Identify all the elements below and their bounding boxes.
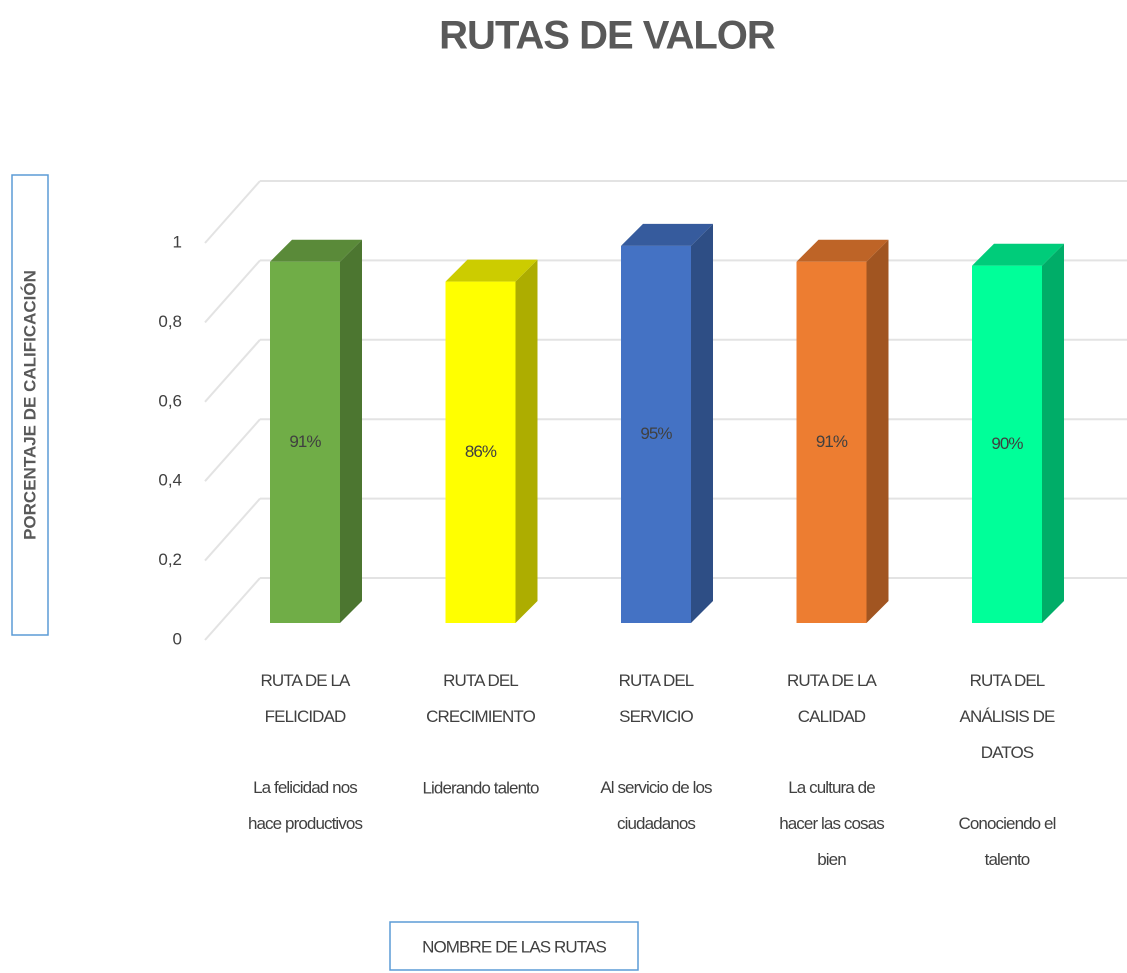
grid-line xyxy=(204,577,261,641)
x-tick-note: Al servicio de los ciudadanos xyxy=(600,778,712,833)
bar xyxy=(270,261,340,623)
bar-top xyxy=(621,223,713,246)
y-tick-label: 0,2 xyxy=(158,550,182,569)
x-tick-note: La felicidad nos hace productivos xyxy=(248,778,363,833)
x-tick-note: Conociendo el talento xyxy=(959,814,1056,869)
data-label: 90% xyxy=(991,434,1023,453)
x-tick-label: RUTA DE LA CALIDAD xyxy=(787,671,877,726)
y-tick-label: 0,6 xyxy=(158,391,182,410)
bar-side xyxy=(1042,243,1064,623)
x-tick-note: Liderando talento xyxy=(422,778,539,797)
data-label: 95% xyxy=(640,424,672,443)
grid-line xyxy=(204,259,261,324)
bar-top xyxy=(445,259,538,282)
x-axis-title: NOMBRE DE LAS RUTAS xyxy=(422,937,606,956)
grid-line xyxy=(204,339,261,403)
data-label: 91% xyxy=(289,432,321,451)
bar-side xyxy=(691,223,713,623)
grid-line xyxy=(204,418,261,482)
y-axis-title-box xyxy=(11,174,49,636)
bar xyxy=(621,245,691,623)
bar-side xyxy=(340,239,362,624)
x-tick-label: RUTA DEL CRECIMIENTO xyxy=(426,671,535,726)
y-tick-label: 1 xyxy=(173,232,182,251)
bar xyxy=(972,265,1042,623)
bar-top xyxy=(796,239,889,262)
bar xyxy=(796,261,867,623)
x-tick-note: La cultura de hacer las cosas bien xyxy=(779,778,884,869)
bar-top xyxy=(270,239,362,262)
x-tick-label: RUTA DE LA FELICIDAD xyxy=(261,671,351,726)
grid-line xyxy=(204,497,261,562)
grid-line xyxy=(204,180,261,244)
y-tick-label: 0,4 xyxy=(158,471,182,490)
data-label: 91% xyxy=(816,432,848,451)
x-axis-title-box xyxy=(389,921,639,971)
data-label: 86% xyxy=(465,442,497,461)
chart-title: RUTAS DE VALOR xyxy=(439,14,776,58)
x-tick-label: RUTA DEL ANÁLISIS DE DATOS xyxy=(960,671,1056,762)
bar xyxy=(445,281,516,623)
y-tick-label: 0,8 xyxy=(158,312,182,331)
y-axis-title: PORCENTAJE DE CALIFICACIÓN xyxy=(20,270,39,540)
bar-top xyxy=(972,243,1064,266)
bar-side xyxy=(515,259,538,623)
y-tick-label: 0 xyxy=(173,629,182,648)
x-tick-label: RUTA DEL SERVICIO xyxy=(619,671,694,726)
bar-side xyxy=(866,239,889,624)
